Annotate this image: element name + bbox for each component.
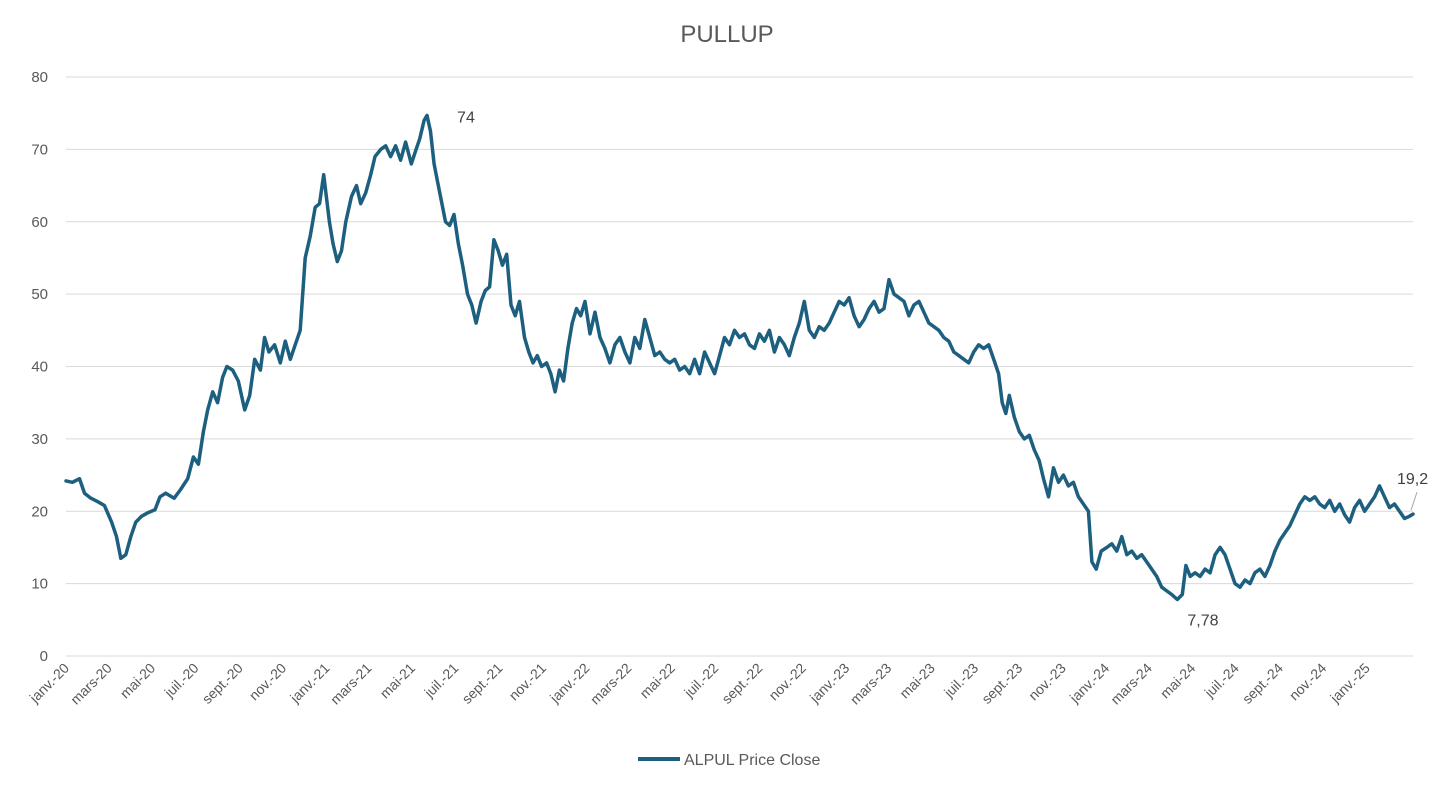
x-tick-label: mars-22: [587, 660, 635, 708]
legend: ALPUL Price Close: [638, 752, 820, 769]
x-tick-label: nov.-23: [1025, 660, 1069, 704]
legend-entry: ALPUL Price Close: [684, 752, 820, 769]
y-tick-label: 20: [31, 503, 48, 520]
x-tick-label: mai-21: [377, 660, 419, 702]
x-tick-label: juil.-20: [161, 660, 202, 701]
x-tick-label: janv.-20: [26, 660, 73, 707]
x-tick-label: janv.-22: [546, 660, 593, 707]
series-line-alpul-price-close: [64, 113, 1415, 602]
y-tick-label: 10: [31, 576, 48, 593]
x-tick-label: sept.-24: [1239, 660, 1286, 707]
x-tick-label: mai-20: [117, 660, 159, 702]
x-tick-label: mars-20: [67, 660, 115, 708]
y-tick-label: 70: [31, 141, 48, 158]
x-tick-label: mai-23: [896, 660, 938, 702]
x-tick-label: nov.-21: [506, 660, 550, 704]
x-tick-label: sept.-23: [978, 660, 1025, 707]
y-tick-label: 50: [31, 286, 48, 303]
y-tick-label: 40: [31, 359, 48, 376]
annotation-leader: [1410, 491, 1418, 511]
x-tick-label: juil.-21: [420, 660, 461, 701]
x-tick-label: janv.-24: [1066, 660, 1113, 707]
x-tick-label: nov.-22: [765, 660, 809, 704]
x-tick-label: mars-24: [1107, 660, 1155, 708]
x-tick-label: mai-24: [1157, 660, 1199, 702]
annotations: 74 7,78 19,2: [457, 109, 1428, 629]
y-tick-label: 80: [31, 69, 48, 86]
y-tick-label: 60: [31, 214, 48, 231]
x-tick-label: nov.-20: [246, 660, 290, 704]
y-axis-ticks: 0 10 20 30 40 50 60 70 80: [31, 69, 48, 665]
gridlines: [66, 76, 1413, 657]
x-tick-label: nov.-24: [1286, 660, 1330, 704]
annotation-label: 74: [457, 109, 475, 126]
x-tick-label: sept.-21: [459, 660, 506, 707]
annotation-label: 19,2: [1397, 471, 1428, 488]
x-tick-label: janv.-25: [1326, 660, 1373, 707]
y-tick-label: 0: [40, 648, 48, 665]
x-tick-label: janv.-23: [806, 660, 853, 707]
x-tick-label: mars-23: [847, 660, 895, 708]
x-tick-label: mai-22: [636, 660, 678, 702]
x-tick-label: mars-21: [327, 660, 375, 708]
chart-title: PULLUP: [680, 21, 773, 48]
x-tick-label: juil.-24: [1201, 660, 1242, 701]
series-layer: [64, 113, 1415, 602]
x-tick-label: janv.-21: [286, 660, 333, 707]
x-tick-label: sept.-22: [718, 660, 765, 707]
annotation-label: 7,78: [1187, 613, 1218, 630]
x-tick-label: juil.-23: [940, 660, 981, 701]
y-tick-label: 30: [31, 431, 48, 448]
x-tick-label: sept.-20: [199, 660, 246, 707]
x-tick-label: juil.-22: [680, 660, 721, 701]
